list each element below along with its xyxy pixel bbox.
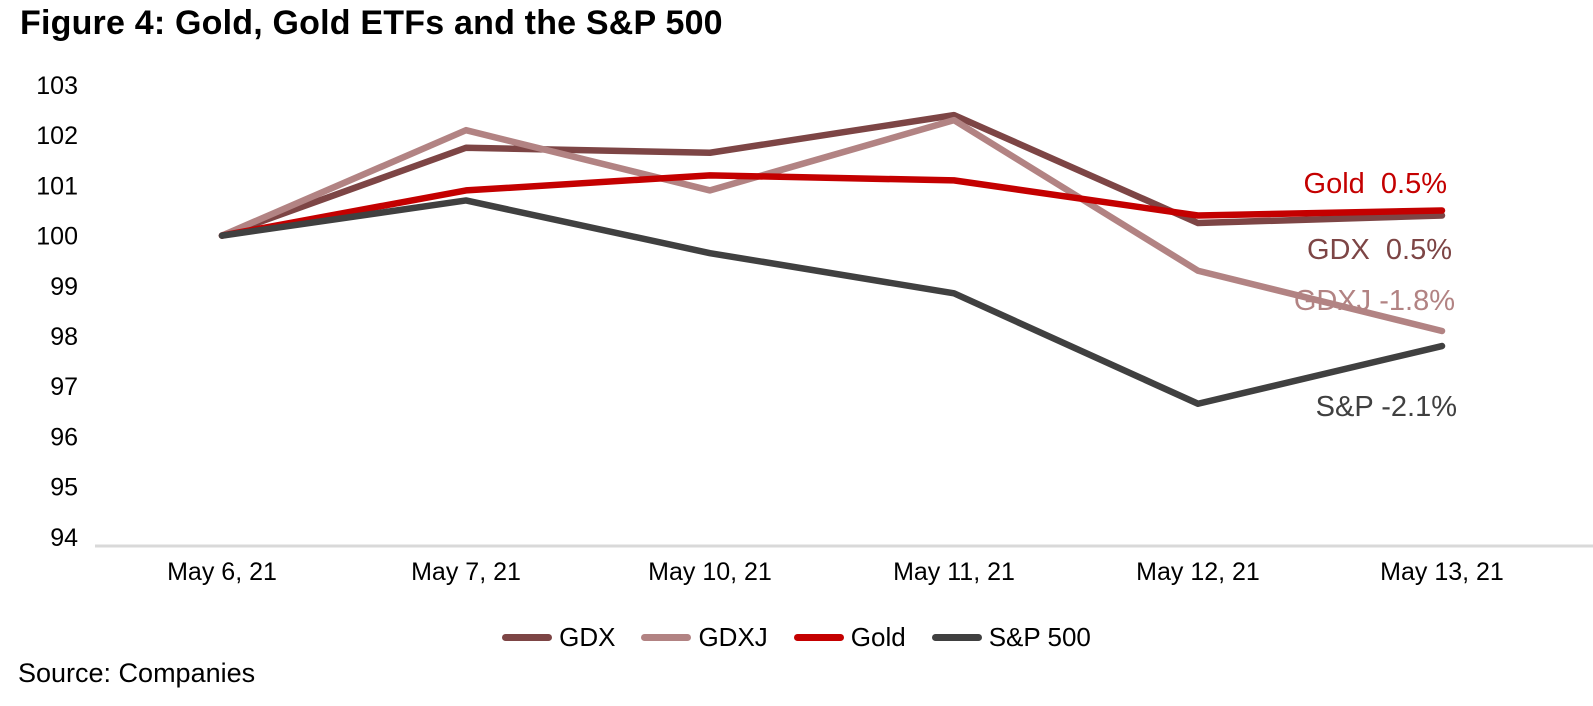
x-tick-label: May 13, 21 [1380, 558, 1504, 586]
legend-item-gold: Gold [793, 622, 906, 652]
y-tick-label: 103 [36, 72, 78, 100]
series-line-gold [218, 172, 1446, 239]
figure-title: Figure 4: Gold, Gold ETFs and the S&P 50… [20, 4, 723, 42]
legend-label: GDXJ [698, 622, 768, 652]
legend-item-s-p-500: S&P 500 [931, 622, 1091, 652]
legend-swatch-icon [502, 633, 553, 641]
legend-swatch-icon [793, 633, 844, 641]
y-tick-label: 94 [50, 524, 78, 552]
y-tick-label: 102 [36, 122, 78, 150]
chart-legend: GDX GDXJ Gold S&P 500 [0, 622, 1593, 652]
legend-label: Gold [850, 622, 906, 652]
x-tick-label: May 6, 21 [167, 558, 277, 586]
x-tick-label: May 7, 21 [411, 558, 521, 586]
legend-swatch-icon [931, 633, 982, 641]
y-tick-label: 101 [36, 172, 78, 200]
series-end-label-s-p-500: S&P -2.1% [1316, 391, 1457, 423]
y-tick-label: 99 [50, 273, 78, 301]
series-line-gdxj [218, 116, 1446, 335]
x-tick-label: May 11, 21 [893, 558, 1015, 586]
legend-swatch-icon [641, 633, 692, 641]
x-tick-label: May 10, 21 [648, 558, 772, 586]
y-tick-label: 96 [50, 423, 78, 451]
series-end-label-gold: Gold 0.5% [1304, 168, 1447, 200]
legend-label: GDX [559, 622, 616, 652]
y-tick-label: 97 [50, 373, 78, 401]
y-tick-label: 98 [50, 323, 78, 351]
series-line-gdx [218, 111, 1446, 239]
y-tick-label: 100 [36, 223, 78, 251]
y-tick-label: 95 [50, 474, 78, 502]
legend-item-gdxj: GDXJ [641, 622, 768, 652]
series-end-label-gdx: GDX 0.5% [1307, 234, 1452, 266]
legend-item-gdx: GDX [502, 622, 615, 652]
series-line-s-p-500 [218, 197, 1446, 408]
legend-label: S&P 500 [988, 622, 1091, 652]
source-note: Source: Companies [18, 658, 256, 688]
x-tick-label: May 12, 21 [1136, 558, 1260, 586]
